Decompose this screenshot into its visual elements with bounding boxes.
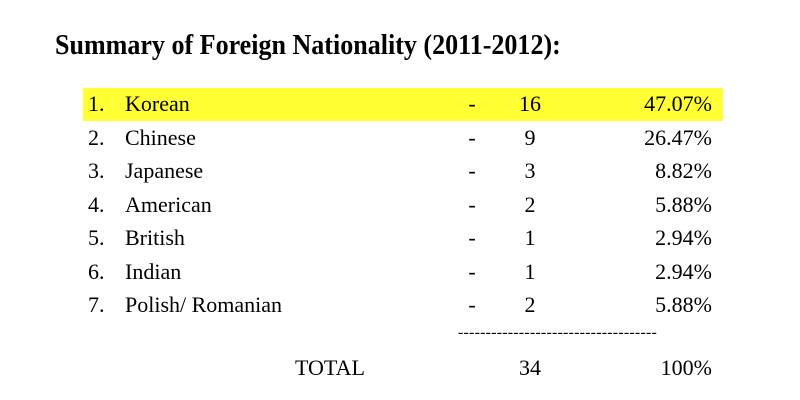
dash: -: [468, 124, 476, 150]
nationality: American: [125, 191, 212, 217]
nationality: Indian: [125, 258, 182, 284]
title: Summary of Foreign Nationality (2011-201…: [55, 30, 561, 61]
percent: 5.88%: [655, 191, 712, 217]
row-number: 6.: [88, 258, 105, 284]
nationality: Polish/ Romanian: [125, 292, 283, 317]
percent: 2.94%: [655, 225, 712, 250]
dash: -: [468, 158, 476, 183]
percent: 26.47%: [644, 124, 712, 150]
count: 2: [524, 191, 536, 217]
total-percent: 100%: [660, 355, 712, 380]
highlight: [83, 88, 723, 121]
dash: -: [468, 292, 476, 317]
row-number: 5.: [88, 225, 105, 250]
total-count: 34: [519, 355, 541, 380]
separator: ------------------------------------: [458, 324, 658, 341]
row-number: 2.: [88, 124, 105, 150]
nationality: Korean: [125, 91, 190, 116]
dash: -: [468, 91, 476, 116]
nationality: Japanese: [125, 158, 204, 183]
count: 1: [524, 225, 536, 250]
dash: -: [468, 258, 476, 284]
row-number: 3.: [88, 158, 105, 183]
dash: -: [468, 191, 476, 217]
row-number: 4.: [88, 191, 105, 217]
total-label: TOTAL: [295, 355, 365, 380]
count: 2: [524, 292, 536, 317]
nationality: British: [125, 225, 185, 250]
count: 16: [519, 91, 541, 116]
count: 9: [524, 124, 536, 150]
count: 1: [524, 258, 536, 284]
nationality: Chinese: [125, 124, 196, 150]
percent: 5.88%: [655, 292, 712, 317]
row-number: 7.: [88, 292, 105, 317]
percent: 8.82%: [655, 158, 712, 183]
row-number: 1.: [88, 91, 105, 116]
dash: -: [468, 225, 476, 250]
count: 3: [524, 158, 536, 183]
percent: 47.07%: [644, 91, 712, 116]
percent: 2.94%: [655, 258, 712, 284]
